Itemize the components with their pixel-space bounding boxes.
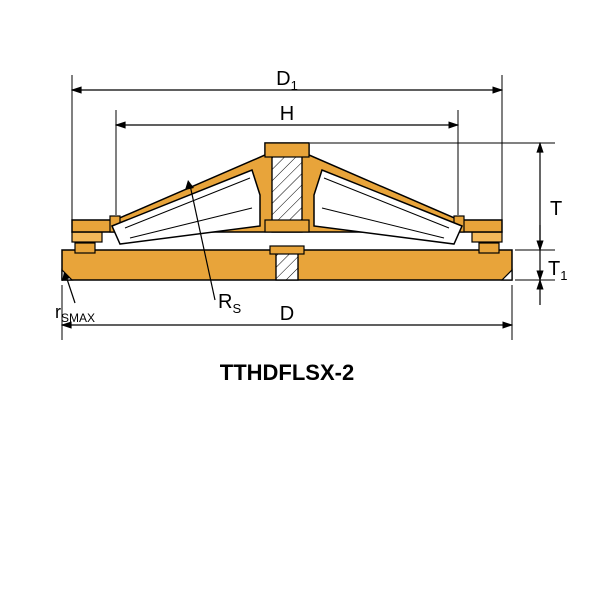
bearing-diagram: D1 H D T T1 RS	[0, 0, 600, 600]
dim-d: D	[62, 285, 512, 340]
roller-right	[314, 170, 462, 244]
roller-left	[112, 170, 260, 244]
label-rsmax: rSMAX	[55, 302, 95, 325]
label-d1: D1	[276, 68, 298, 93]
label-rs: RS	[218, 291, 241, 316]
label-t: T	[550, 198, 562, 220]
label-d: D	[280, 303, 294, 325]
label-t1: T1	[548, 258, 567, 283]
dim-t1: T1	[515, 225, 567, 305]
label-h: H	[280, 103, 294, 125]
diagram-title: TTHDFLSX-2	[220, 360, 354, 385]
